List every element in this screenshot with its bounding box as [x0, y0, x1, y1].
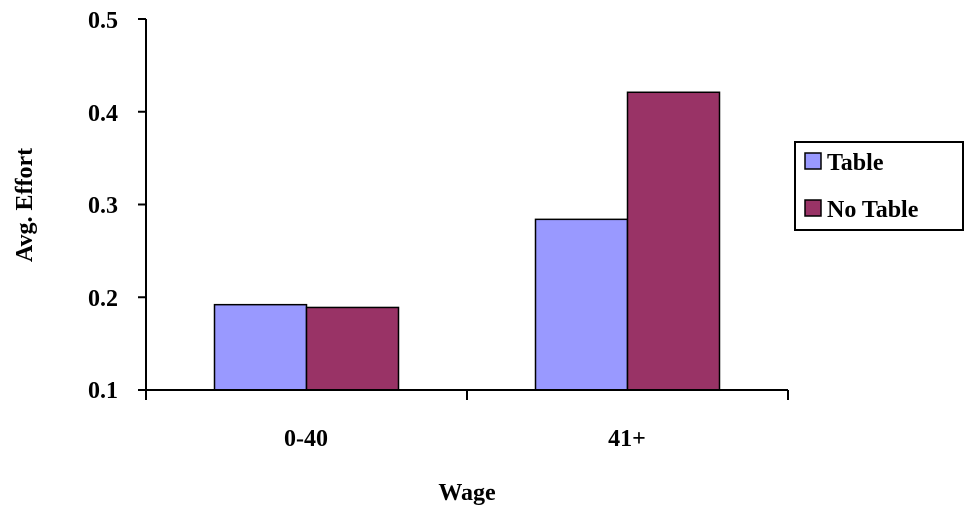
x-category-label: 0-40: [284, 426, 328, 452]
axes-group: [138, 18, 789, 400]
legend-swatch-no-table: [804, 199, 822, 217]
legend-label-no-table: No Table: [827, 197, 919, 223]
legend-swatch-table: [804, 152, 822, 170]
bar-no-table-41+: [626, 91, 721, 391]
bar-table-41+: [534, 218, 629, 391]
y-tick-labels: 0.1 0.2 0.3 0.4 0.5: [88, 8, 118, 404]
bar-table-0-40: [213, 303, 308, 391]
y-tick-label: 0.4: [88, 101, 118, 127]
legend-box: [794, 141, 964, 231]
bar-no-table-0-40: [305, 306, 400, 391]
x-axis-title: Wage: [438, 480, 496, 506]
y-axis-title: Avg. Effort: [12, 148, 38, 262]
y-tick-label: 0.3: [88, 193, 118, 219]
x-category-label: 41+: [608, 426, 646, 452]
y-tick-label: 0.2: [88, 286, 118, 312]
legend-label-table: Table: [827, 150, 884, 176]
y-tick-label: 0.1: [88, 378, 118, 404]
bars-group: [213, 91, 721, 391]
y-tick-label: 0.5: [88, 8, 118, 34]
legend: Table No Table: [794, 141, 964, 231]
